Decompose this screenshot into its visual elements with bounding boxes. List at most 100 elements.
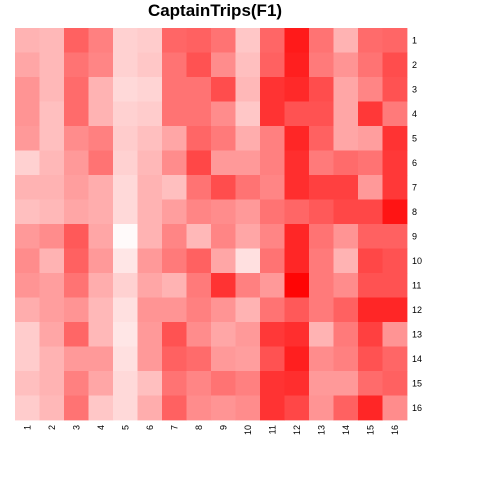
heatmap-cell <box>137 346 163 372</box>
heatmap-cells <box>15 28 408 421</box>
heatmap-cell <box>382 150 408 176</box>
heatmap-cell <box>309 273 334 298</box>
row-tick-label: 9 <box>412 231 417 241</box>
heatmap-cell <box>260 273 285 298</box>
heatmap-cell <box>137 150 163 176</box>
column-tick-label: 16 <box>390 425 400 435</box>
heatmap-cell <box>39 52 65 78</box>
column-tick-label: 5 <box>120 425 130 430</box>
heatmap-cell <box>113 248 138 274</box>
heatmap-cell <box>382 322 408 347</box>
heatmap-cell <box>39 224 65 249</box>
heatmap-cell <box>309 199 334 225</box>
heatmap-cell <box>284 224 310 249</box>
heatmap-cell <box>284 322 310 347</box>
heatmap-cell <box>333 77 359 102</box>
heatmap-cell <box>15 126 40 151</box>
heatmap-cell <box>382 52 408 78</box>
heatmap-cell <box>382 77 408 102</box>
heatmap-cell <box>39 395 65 421</box>
heatmap-cell <box>235 150 261 176</box>
heatmap-cell <box>309 52 334 78</box>
heatmap-cell <box>64 199 89 225</box>
heatmap-cell <box>309 28 334 53</box>
heatmap-cell <box>284 101 310 127</box>
heatmap-cell <box>162 346 187 372</box>
heatmap-cell <box>211 52 236 78</box>
heatmap-cell <box>186 101 212 127</box>
heatmap-cell <box>39 199 65 225</box>
heatmap-cell <box>211 101 236 127</box>
column-tick-label: 10 <box>243 425 253 435</box>
column-tick-label: 2 <box>47 425 57 430</box>
heatmap-cell <box>309 101 334 127</box>
heatmap-cell <box>186 175 212 200</box>
heatmap-cell <box>15 371 40 396</box>
heatmap-cell <box>333 199 359 225</box>
heatmap-cell <box>64 126 89 151</box>
heatmap-cell <box>382 224 408 249</box>
heatmap-cell <box>64 175 89 200</box>
heatmap-cell <box>162 175 187 200</box>
heatmap-cell <box>88 346 114 372</box>
heatmap-cell <box>15 297 40 323</box>
heatmap-cell <box>88 28 114 53</box>
heatmap-cell <box>358 101 383 127</box>
heatmap-cell <box>260 322 285 347</box>
heatmap-cell <box>137 248 163 274</box>
heatmap-cell <box>284 297 310 323</box>
column-tick-label: 3 <box>71 425 81 430</box>
heatmap-cell <box>39 273 65 298</box>
heatmap-cell <box>260 150 285 176</box>
heatmap-cell <box>39 77 65 102</box>
heatmap-cell <box>211 322 236 347</box>
heatmap-cell <box>333 52 359 78</box>
heatmap-cell <box>88 199 114 225</box>
heatmap-cell <box>358 52 383 78</box>
heatmap-cell <box>235 395 261 421</box>
heatmap-cell <box>260 77 285 102</box>
heatmap-cell <box>235 371 261 396</box>
heatmap-cell <box>260 224 285 249</box>
heatmap-cell <box>235 297 261 323</box>
heatmap-cell <box>382 273 408 298</box>
heatmap-cell <box>309 150 334 176</box>
heatmap-cell <box>64 248 89 274</box>
heatmap-cell <box>333 273 359 298</box>
row-tick-label: 13 <box>412 329 422 339</box>
heatmap-cell <box>333 101 359 127</box>
heatmap-cell <box>260 28 285 53</box>
heatmap-cell <box>88 101 114 127</box>
heatmap-cell <box>211 77 236 102</box>
heatmap-cell <box>186 395 212 421</box>
heatmap-cell <box>284 52 310 78</box>
heatmap-cell <box>235 199 261 225</box>
heatmap-cell <box>64 101 89 127</box>
heatmap-cell <box>260 346 285 372</box>
heatmap-cell <box>113 297 138 323</box>
heatmap-cell <box>15 150 40 176</box>
row-tick-label: 11 <box>412 280 421 290</box>
heatmap-cell <box>382 371 408 396</box>
heatmap-cell <box>113 175 138 200</box>
heatmap-cell <box>382 28 408 53</box>
heatmap-cell <box>162 371 187 396</box>
column-tick-label: 14 <box>341 425 351 435</box>
heatmap-cell <box>137 273 163 298</box>
heatmap-cell <box>235 224 261 249</box>
heatmap-cell <box>186 199 212 225</box>
heatmap-cell <box>284 199 310 225</box>
heatmap-cell <box>113 150 138 176</box>
heatmap-cell <box>88 52 114 78</box>
heatmap-cell <box>186 346 212 372</box>
heatmap-cell <box>309 175 334 200</box>
heatmap-cell <box>88 150 114 176</box>
heatmap-cell <box>235 175 261 200</box>
heatmap-cell <box>260 395 285 421</box>
heatmap-cell <box>260 248 285 274</box>
heatmap-cell <box>358 371 383 396</box>
heatmap-cell <box>358 28 383 53</box>
heatmap-cell <box>260 175 285 200</box>
